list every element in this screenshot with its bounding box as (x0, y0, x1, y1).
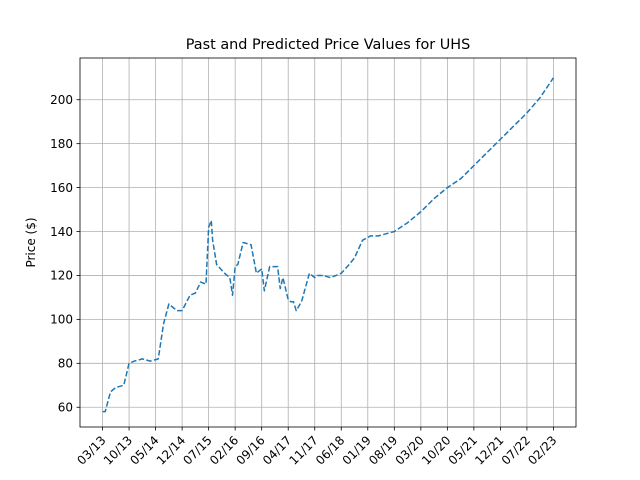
y-tick-label: 200 (50, 93, 73, 107)
plot-frame (79, 57, 577, 428)
y-tick-label: 120 (50, 269, 73, 283)
y-axis-title: Price ($) (24, 217, 38, 267)
y-tick-label: 180 (50, 137, 73, 151)
y-tick-label: 60 (58, 401, 73, 415)
series-layer (102, 77, 555, 413)
price-series-line (102, 77, 555, 413)
y-tick-label: 100 (50, 313, 73, 327)
y-tick-label: 80 (58, 357, 73, 371)
y-tick-label: 160 (50, 181, 73, 195)
y-axis: 60 80 100 120 140 160 180 200 (50, 93, 80, 415)
y-tick-label: 140 (50, 225, 73, 239)
chart-title: Past and Predicted Price Values for UHS (186, 37, 470, 53)
plot-area (80, 58, 576, 427)
grid (80, 58, 576, 427)
